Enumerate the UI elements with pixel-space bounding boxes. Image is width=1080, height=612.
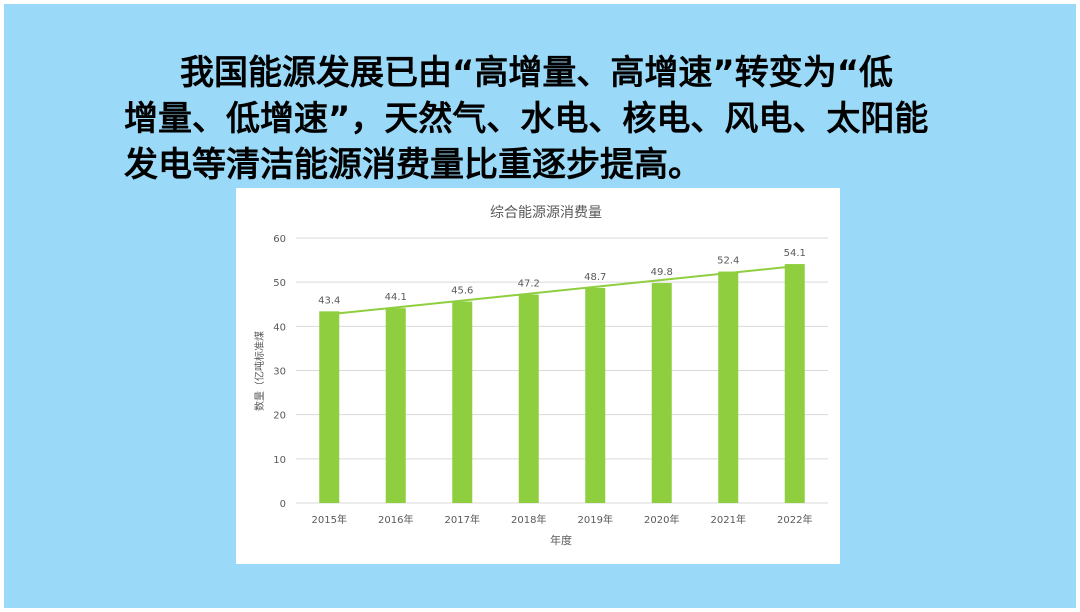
data-label: 49.8: [651, 267, 673, 278]
y-tick-label: 40: [273, 322, 286, 333]
y-tick-label: 60: [273, 234, 286, 245]
bar: [385, 308, 406, 503]
x-tick-label: 2016年: [378, 513, 413, 526]
data-label: 52.4: [717, 256, 739, 267]
bar: [718, 271, 739, 503]
heading-line-3: 发电等清洁能源消费量比重逐步提高。: [124, 145, 702, 185]
x-tick-label: 2017年: [445, 513, 480, 526]
y-tick-label: 50: [273, 278, 286, 289]
bar: [784, 264, 805, 503]
y-tick-label: 30: [273, 367, 286, 378]
data-label: 44.1: [385, 292, 407, 303]
bars: [319, 264, 805, 503]
x-axis-ticks: 2015年 2016年 2017年 2018年 2019年 2020年 2021年 2022年: [312, 513, 813, 526]
trendline: [329, 265, 795, 316]
x-axis-label: 年度: [550, 533, 572, 547]
trendline-group: [329, 265, 795, 316]
x-tick-label: 2020年: [644, 513, 679, 526]
data-label: 45.6: [451, 286, 473, 297]
data-label: 47.2: [518, 279, 540, 290]
y-axis-ticks: 0 10 20 30 40 50 60: [273, 234, 286, 510]
chart-card: 综合能源源消费量 0 10 20 30 40 50 60 43.4 44.1 45.6 47.2 4…: [236, 188, 840, 564]
y-axis-label: 数量（亿吨标准煤: [253, 331, 266, 411]
bar: [651, 283, 672, 503]
gridlines: [296, 237, 828, 504]
data-label: 43.4: [318, 295, 340, 306]
y-tick-label: 0: [280, 499, 286, 510]
chart-title: 综合能源源消费量: [490, 205, 602, 221]
heading-line-2: 增量、低增速”，天然气、水电、核电、风电、太阳能: [124, 99, 929, 139]
x-tick-label: 2021年: [711, 513, 746, 526]
y-tick-label: 20: [273, 411, 286, 422]
y-tick-label: 10: [273, 455, 286, 466]
data-label: 54.1: [784, 248, 806, 259]
x-tick-label: 2022年: [777, 513, 812, 526]
heading-text: 我国能源发展已由“高增量、高增速”转变为“低 增量、低增速”，天然气、水电、核电…: [124, 50, 1004, 188]
x-tick-label: 2019年: [578, 513, 613, 526]
data-label: 48.7: [584, 272, 606, 283]
bar: [518, 294, 539, 503]
bar: [319, 311, 340, 503]
bar: [585, 287, 606, 503]
heading-line-1: 我国能源发展已由“高增量、高增速”转变为“低: [180, 53, 894, 93]
x-tick-label: 2018年: [511, 513, 546, 526]
bar: [452, 301, 473, 503]
x-tick-label: 2015年: [312, 513, 347, 526]
data-labels: 43.4 44.1 45.6 47.2 48.7 49.8 52.4 54.1: [318, 248, 806, 306]
